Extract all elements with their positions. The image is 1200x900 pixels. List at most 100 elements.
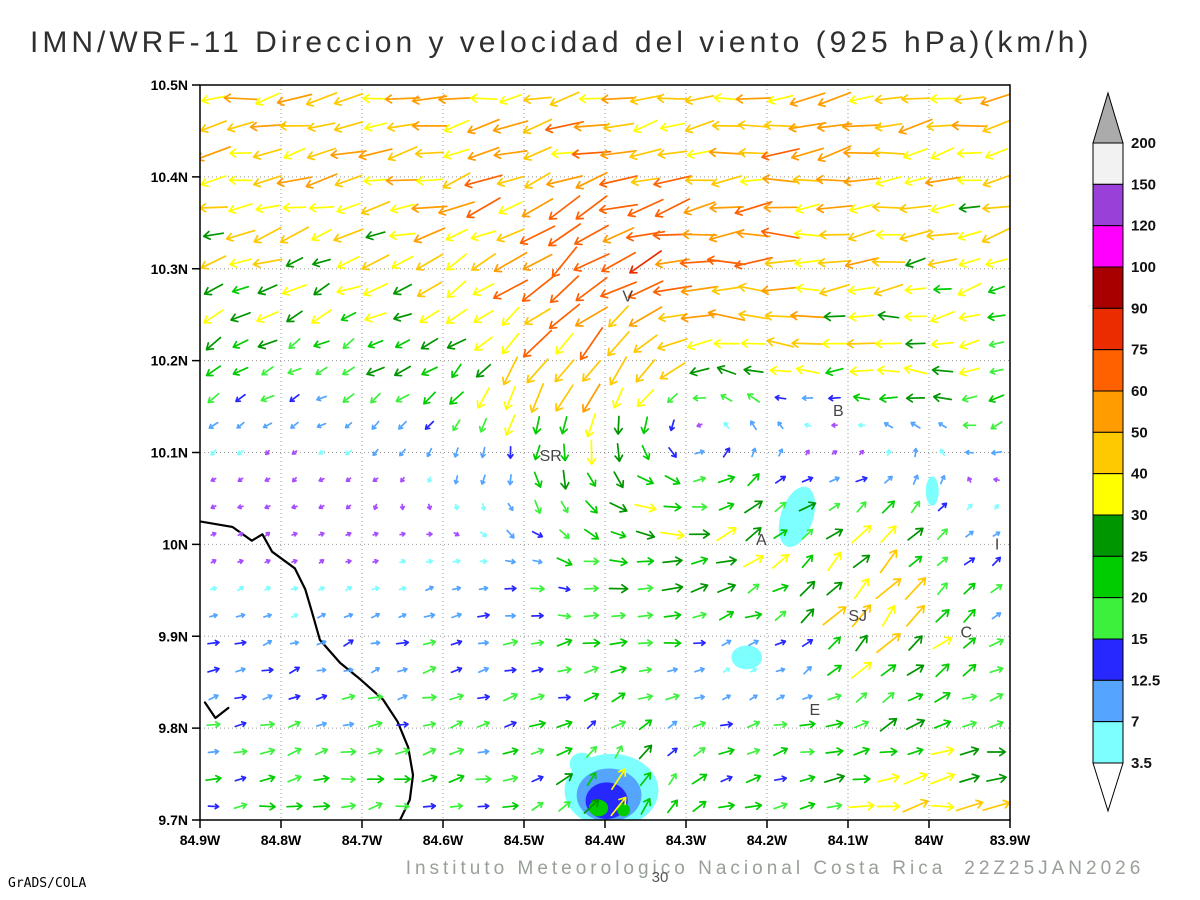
wind-arrow xyxy=(933,284,952,294)
wind-arrow xyxy=(252,148,283,160)
wind-arrow xyxy=(991,449,1002,456)
wind-arrow xyxy=(200,203,229,213)
wind-arrow xyxy=(966,503,973,511)
wind-arrow xyxy=(370,612,381,619)
wind-arrow xyxy=(773,775,788,783)
wind-arrow xyxy=(498,201,523,215)
wind-arrow xyxy=(288,338,301,350)
legend-label: 15 xyxy=(1131,631,1148,648)
wind-arrow xyxy=(502,774,519,783)
wind-arrow xyxy=(334,174,363,188)
wind-arrow xyxy=(746,747,761,755)
wind-arrow xyxy=(848,203,875,214)
wind-arrow xyxy=(448,774,465,784)
wind-arrow xyxy=(499,93,522,105)
wind-arrow xyxy=(362,93,389,104)
wind-arrow xyxy=(584,584,599,593)
wind-arrow xyxy=(526,358,549,384)
wind-arrow xyxy=(229,148,252,158)
wind-arrow xyxy=(531,801,544,811)
wind-arrow xyxy=(881,500,896,514)
wind-arrow xyxy=(207,392,220,404)
legend-label: 40 xyxy=(1131,466,1148,483)
legend-box xyxy=(1092,638,1124,681)
wind-arrow xyxy=(291,531,298,537)
x-axis-label: 83.9W xyxy=(990,832,1031,848)
wind-arrow xyxy=(233,802,248,810)
wind-arrow xyxy=(451,585,462,591)
wind-arrow xyxy=(600,281,637,299)
station-label: I xyxy=(995,536,999,553)
wind-arrow xyxy=(850,661,873,679)
wind-arrow xyxy=(904,311,927,322)
wind-arrow xyxy=(959,339,980,350)
wind-arrow xyxy=(425,585,434,592)
wind-arrow xyxy=(992,531,1001,537)
wind-arrow xyxy=(534,499,542,515)
wind-arrow xyxy=(477,748,490,755)
wind-arrow xyxy=(769,365,792,376)
wind-arrow xyxy=(398,612,407,619)
wind-arrow xyxy=(641,444,651,461)
wind-arrow xyxy=(734,256,773,270)
wind-arrow xyxy=(470,230,497,242)
wind-arrow xyxy=(794,258,821,268)
wind-arrow xyxy=(478,585,489,591)
wind-arrow xyxy=(394,339,411,349)
wind-arrow xyxy=(470,253,497,271)
wind-arrow xyxy=(772,583,789,593)
wind-arrow xyxy=(849,366,874,376)
wind-arrow xyxy=(237,504,244,510)
wind-arrow xyxy=(961,693,978,701)
wind-arrow xyxy=(480,446,486,459)
wind-arrow xyxy=(360,200,391,216)
wind-arrow xyxy=(903,364,928,375)
wind-arrow xyxy=(523,146,552,161)
wind-arrow xyxy=(386,122,419,132)
wind-arrow xyxy=(477,693,490,701)
wind-arrow xyxy=(871,257,906,267)
wind-arrow xyxy=(936,556,949,567)
wind-arrow xyxy=(289,640,300,646)
wind-arrow xyxy=(667,667,678,673)
wind-arrow xyxy=(532,415,542,435)
wind-arrow xyxy=(289,666,300,674)
shaded-region xyxy=(731,645,763,670)
wind-arrow xyxy=(799,801,816,810)
wind-arrow xyxy=(885,448,892,457)
wind-arrow xyxy=(640,797,652,815)
wind-arrow xyxy=(368,801,383,810)
wind-arrow xyxy=(716,527,737,542)
y-axis-label: 10.2N xyxy=(151,353,188,369)
wind-arrow xyxy=(764,311,797,321)
wind-arrow xyxy=(680,285,719,296)
wind-arrow xyxy=(291,450,298,455)
wind-arrow xyxy=(902,147,929,160)
wind-arrow xyxy=(203,283,224,296)
legend-box xyxy=(1092,597,1124,640)
wind-arrow xyxy=(522,329,553,358)
shaded-region xyxy=(569,752,592,774)
wind-arrow xyxy=(957,230,982,241)
wind-arrow xyxy=(778,448,784,457)
wind-arrow xyxy=(333,228,364,243)
wind-arrow xyxy=(873,283,904,297)
wind-arrow xyxy=(344,449,353,456)
wind-arrow xyxy=(986,773,1007,784)
wind-arrow xyxy=(599,175,638,188)
wind-arrow xyxy=(200,255,227,270)
wind-arrow xyxy=(210,559,217,564)
wind-arrow xyxy=(614,745,624,759)
wind-arrow xyxy=(582,383,601,413)
wind-arrow xyxy=(210,504,217,510)
wind-arrow xyxy=(681,229,718,240)
wind-arrow xyxy=(521,198,554,218)
wind-arrow xyxy=(252,258,283,269)
y-axis-label: 9.9N xyxy=(158,628,188,644)
wind-arrow xyxy=(930,203,955,214)
wind-arrow xyxy=(693,639,706,647)
wind-arrow xyxy=(286,802,303,811)
wind-arrow xyxy=(225,229,256,242)
wind-arrow xyxy=(607,330,630,357)
